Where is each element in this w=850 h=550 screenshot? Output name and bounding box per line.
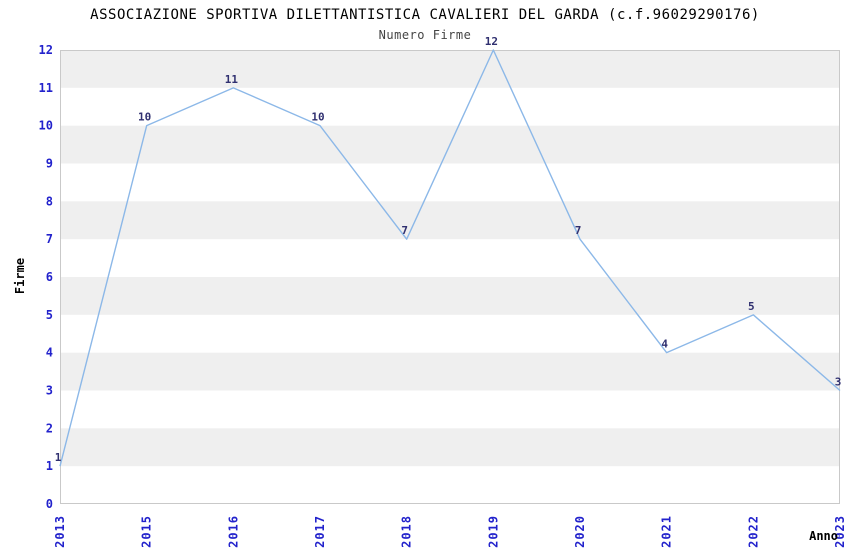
x-tick-label: 2023 [833,515,847,548]
plot-band [60,277,840,315]
x-tick-label: 2016 [226,515,240,548]
y-tick-label: 3 [46,384,53,398]
plot-band [60,50,840,88]
x-tick-label: 2013 [53,515,67,548]
data-label: 10 [138,111,151,124]
x-axis-title: Anno [809,529,838,543]
data-label: 1 [55,451,62,464]
data-label: 4 [661,338,668,351]
x-tick-label: 2022 [746,515,760,548]
y-tick-label: 10 [39,119,53,133]
y-tick-label: 7 [46,232,53,246]
x-tick-label: 2020 [573,515,587,548]
x-tick-label: 2019 [486,515,500,548]
y-tick-label: 5 [46,308,53,322]
data-label: 7 [575,224,582,237]
plot-band [60,352,840,391]
data-line [59,49,841,467]
plot-band [60,428,840,467]
y-tick-label: 2 [46,421,53,435]
plot-band [60,201,840,240]
plot-border [60,50,840,504]
data-label: 5 [748,300,755,313]
chart-title: ASSOCIAZIONE SPORTIVA DILETTANTISTICA CA… [90,7,760,23]
x-tick-label: 2015 [140,515,154,548]
y-tick-label: 8 [46,194,53,208]
y-tick-label: 1 [46,459,53,473]
data-label: 10 [311,111,324,124]
y-tick-label: 4 [46,346,53,360]
y-tick-label: 12 [39,43,53,57]
y-tick-label: 6 [46,270,53,284]
x-tick-label: 2017 [313,515,327,548]
x-tick-label: 2021 [660,515,674,548]
x-tick-label: 2018 [400,515,414,548]
y-tick-label: 11 [39,81,53,95]
y-tick-label: 0 [46,497,53,511]
data-label: 12 [485,35,498,48]
data-label: 7 [401,224,408,237]
y-tick-label: 9 [46,157,53,171]
data-label: 11 [225,73,239,86]
chart-subtitle: Numero Firme [378,28,472,42]
data-label: 3 [835,376,842,389]
